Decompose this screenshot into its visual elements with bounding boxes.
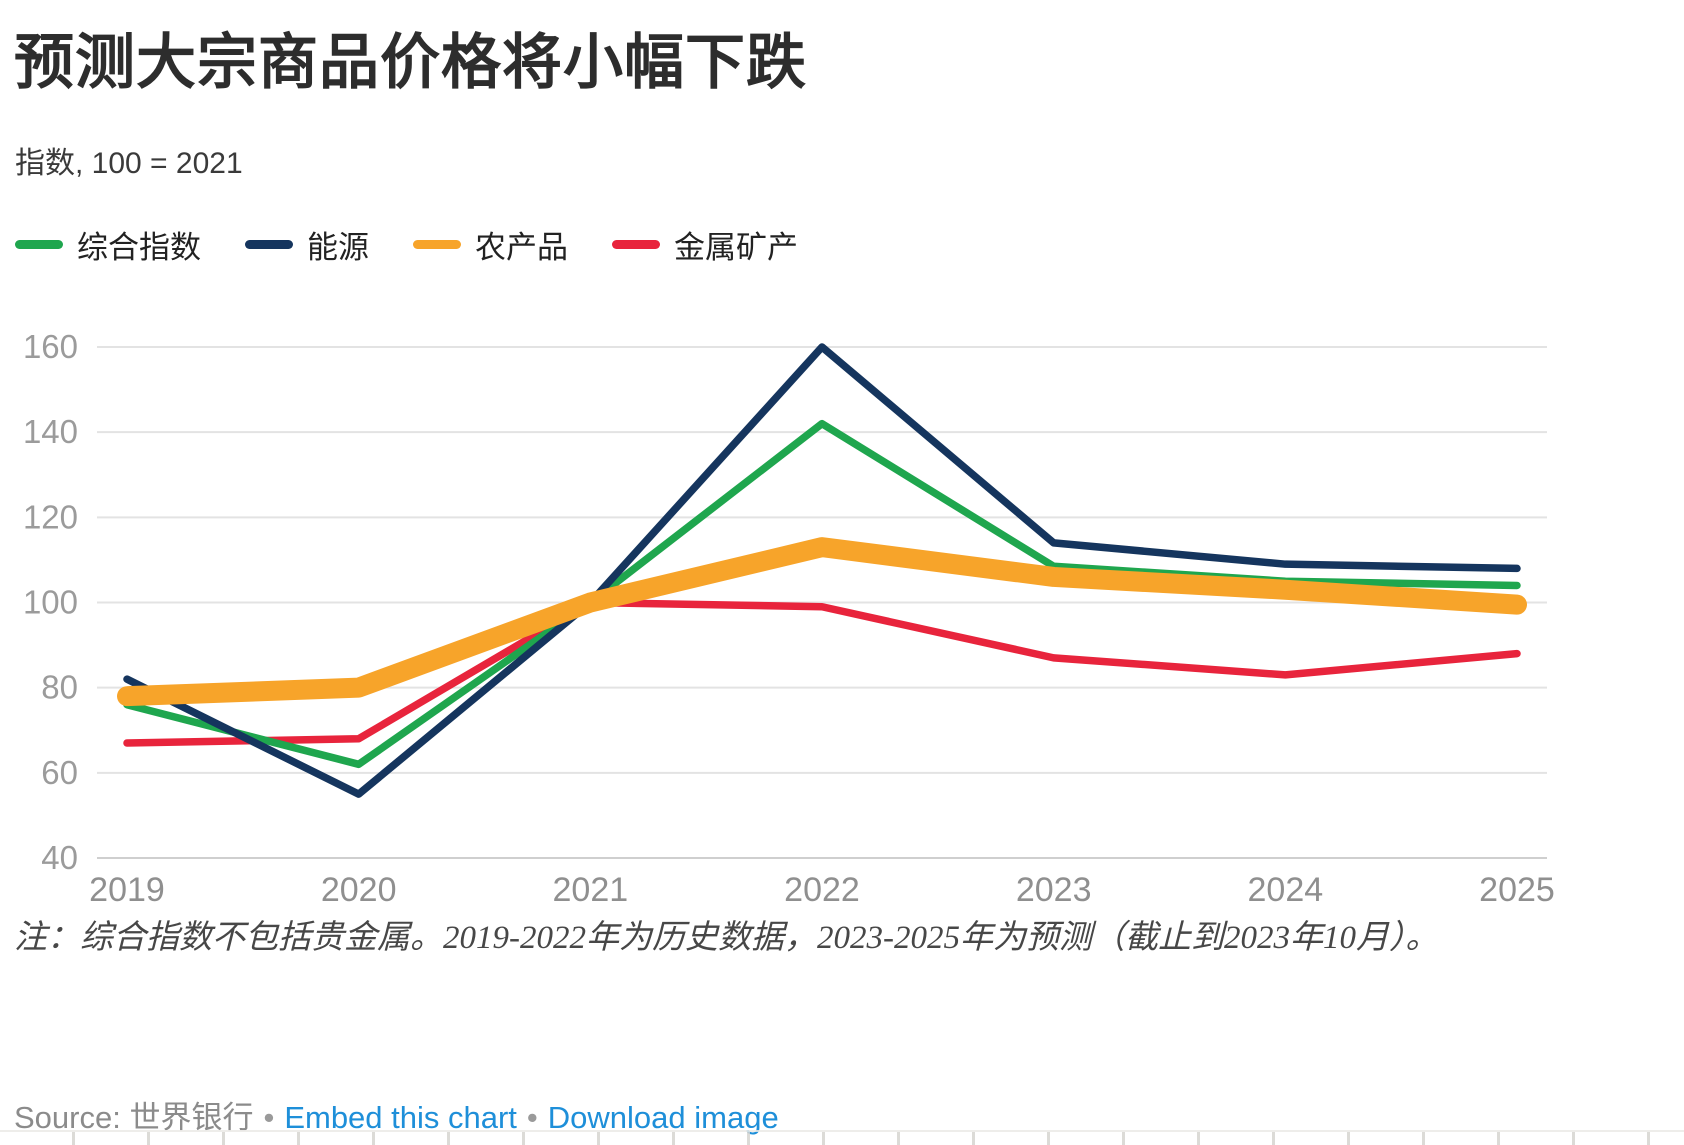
legend-item-metals: 金属矿产 xyxy=(612,222,798,267)
x-axis-tick-label: 2021 xyxy=(553,871,629,909)
legend-label: 金属矿产 xyxy=(674,230,798,265)
energy-line-swatch xyxy=(245,240,293,249)
y-axis-tick-label: 140 xyxy=(23,413,78,450)
embed-chart-link[interactable]: Embed this chart xyxy=(284,1100,517,1135)
y-axis-tick-label: 160 xyxy=(23,328,78,365)
x-axis-tick-label: 2022 xyxy=(784,871,860,909)
source-prefix: Source: xyxy=(14,1100,130,1135)
chart-subtitle: 指数, 100 = 2021 xyxy=(15,147,243,180)
composite-line-swatch xyxy=(15,240,63,249)
source-row: Source: 世界银行 • Embed this chart • Download i… xyxy=(14,1092,779,1137)
legend-label: 综合指数 xyxy=(77,230,201,265)
x-axis-tick-label: 2025 xyxy=(1479,871,1555,909)
legend-item-agriculture: 农产品 xyxy=(413,222,568,267)
chart-title: 预测大宗商品价格将小幅下跌 xyxy=(14,30,807,96)
legend-item-composite: 综合指数 xyxy=(15,222,201,267)
x-axis-tick-label: 2019 xyxy=(89,871,165,909)
source-name: 世界银行 xyxy=(129,1100,254,1135)
series-line-metals xyxy=(123,598,1521,747)
separator-dot: • xyxy=(526,1100,538,1135)
separator-dot: • xyxy=(263,1100,275,1135)
chart-note: 注：综合指数不包括贵金属。2019-2022年为历史数据，2023-2025年为… xyxy=(14,920,1439,956)
agriculture-line-swatch xyxy=(413,240,461,249)
x-axis-tick-label: 2024 xyxy=(1248,871,1324,909)
next-chart-ticks xyxy=(0,1130,1684,1145)
x-axis-tick-label: 2023 xyxy=(1016,871,1092,909)
download-image-link[interactable]: Download image xyxy=(547,1100,779,1135)
chart-legend: 综合指数 能源 农产品 金属矿产 xyxy=(15,222,842,267)
y-axis-tick-label: 80 xyxy=(41,669,78,706)
x-axis-tick-label: 2020 xyxy=(321,871,397,909)
metals-line-swatch xyxy=(612,240,660,249)
y-axis-tick-label: 40 xyxy=(41,839,78,876)
y-axis-tick-label: 120 xyxy=(23,498,78,535)
legend-item-energy: 能源 xyxy=(245,222,369,267)
series-line-agriculture xyxy=(117,537,1527,707)
y-axis-tick-label: 60 xyxy=(41,754,78,791)
legend-label: 农产品 xyxy=(475,230,568,265)
y-axis-tick-label: 100 xyxy=(23,584,78,621)
series-line-energy xyxy=(123,343,1521,798)
legend-label: 能源 xyxy=(307,230,369,265)
